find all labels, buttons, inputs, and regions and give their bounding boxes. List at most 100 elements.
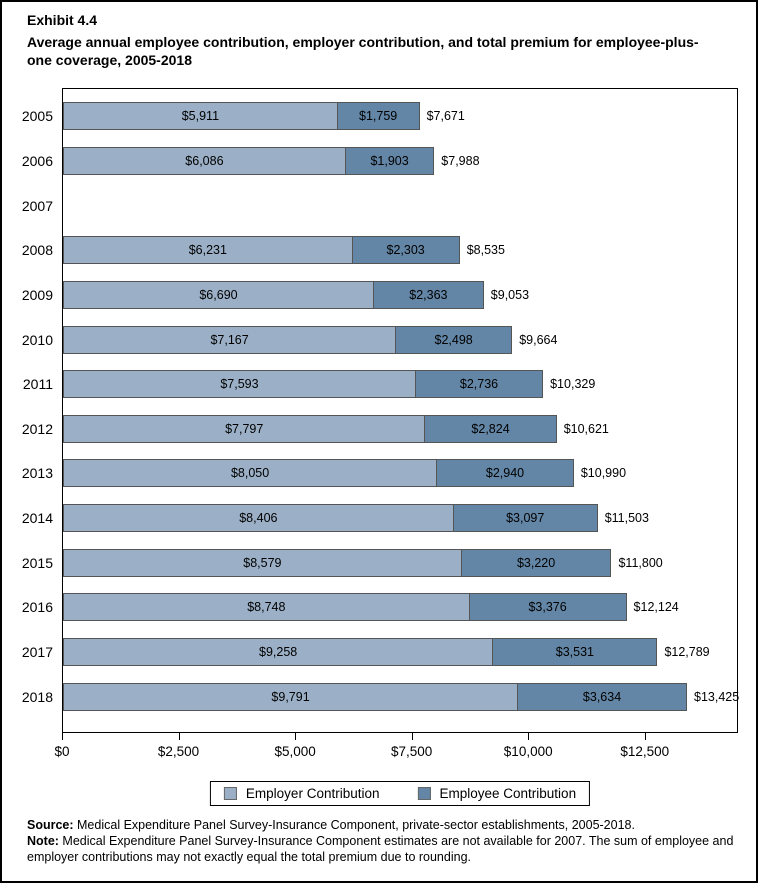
employee-value-label: $2,940 [485,466,525,481]
employer-value-label: $6,086 [185,153,224,168]
legend-swatch-employer [223,787,237,800]
stacked-bar: $6,231 $2,303 [63,236,460,265]
year-label: 2012 [21,420,53,437]
employer-segment: $6,231 [63,236,353,265]
employee-segment: $2,498 [396,325,513,354]
bar-row: 2005 $5,911 $1,759 $7,671 [22,94,737,139]
legend-label-employer: Employer Contribution [245,786,380,801]
exhibit-label: Exhibit 4.4 [27,12,98,28]
employer-value-label: $9,258 [259,645,298,659]
employee-segment: $2,940 [437,459,574,488]
employer-value-label: $8,579 [243,555,282,570]
bar-row: 2014 $8,406 $3,097 $11,503 [22,496,737,541]
employee-value-label: $2,736 [459,377,499,392]
plot-area: 2005 $5,911 $1,759 $7,671 2006 $6,086 $1,903 $7… [22,88,739,733]
year-label: 2017 [21,644,53,660]
employer-segment: $8,050 [63,459,438,488]
stacked-bar: $7,593 $2,736 [63,370,544,399]
chart-title: Average annual employee contribution, em… [27,34,699,68]
bar-row: 2018 $9,791 $3,634 $13,425 [22,674,739,719]
total-premium-label: $9,664 [519,332,558,347]
footer-notes: Source: Medical Expenditure Panel Survey… [27,818,737,865]
total-premium-label: $7,988 [441,153,480,168]
employee-segment: $2,824 [425,414,557,443]
x-axis: $0 $2,500 $5,000 $7,500 $10,000 $12,500 [54,733,738,775]
employer-value-label: $9,791 [271,689,310,704]
employee-value-label: $1,759 [359,109,398,124]
employer-segment: $8,579 [63,548,462,577]
legend-entry-employee: Employee Contribution [417,786,577,801]
year-label: 2007 [21,197,53,214]
year-label: 2005 [21,108,53,125]
employee-value-label: $1,903 [370,153,409,168]
legend-label-employee: Employee Contribution [439,786,577,801]
year-label: 2015 [21,554,53,571]
stacked-bar: $9,791 $3,634 [63,682,687,711]
legend-box: Employer Contribution Employee Contributi… [209,781,591,806]
bar-row: 2015 $8,579 $3,220 $11,800 [22,540,737,585]
year-label: 2018 [21,688,53,705]
title-block: Exhibit 4.4 Average annual employee cont… [27,11,703,69]
bar-row: 2017 $9,258 $3,531 $12,789 [22,630,737,675]
legend-swatch-employee [417,787,431,800]
bar-row: 2006 $6,086 $1,903 $7,988 [22,139,737,184]
x-tick-label: $2,500 [157,744,200,759]
stacked-bar: $9,258 $3,531 [63,638,658,666]
employer-value-label: $8,050 [230,466,270,481]
note-prefix: Note: [27,833,59,848]
year-label: 2008 [21,242,53,259]
source-prefix: Source: [27,818,74,832]
employer-segment: $9,791 [63,682,519,711]
employee-value-label: $2,824 [471,421,510,436]
employer-value-label: $7,593 [220,377,259,392]
x-tick [644,733,646,740]
employer-segment: $7,167 [63,325,397,354]
stacked-bar: $8,406 $3,097 [63,504,598,533]
employee-value-label: $3,097 [506,511,545,526]
employee-value-label: $2,498 [434,332,473,347]
total-premium-label: $8,535 [466,243,505,258]
plot-rows: 2005 $5,911 $1,759 $7,671 2006 $6,086 $1,903 $7… [22,94,739,719]
employee-segment: $2,736 [415,370,544,399]
employee-value-label: $3,531 [555,645,594,659]
year-label: 2010 [21,331,53,348]
year-label: 2014 [21,510,53,527]
x-tick-label: $12,500 [620,744,670,759]
employee-segment: $3,220 [461,548,612,577]
total-premium-label: $12,124 [633,600,679,615]
total-premium-label: $12,789 [664,645,710,659]
x-tick-label: $5,000 [274,744,316,759]
bar-row: 2008 $6,231 $2,303 $8,535 [22,228,737,273]
source-note: Source: Medical Expenditure Panel Survey… [27,818,737,834]
bar-row: 2016 $8,748 $3,376 $12,124 [22,585,737,630]
x-tick-label: $0 [54,744,70,759]
employer-segment: $6,086 [63,146,346,175]
stacked-bar: $6,690 $2,363 [63,280,484,309]
total-premium-label: $10,990 [580,466,627,481]
year-label: 2009 [21,286,53,303]
total-premium-label: $7,671 [426,109,465,124]
x-tick [178,733,180,740]
employer-value-label: $6,690 [199,287,238,302]
total-premium-label: $10,329 [550,377,596,392]
employer-value-label: $6,231 [188,243,227,258]
employee-segment: $3,531 [493,638,658,666]
employee-segment: $2,363 [373,280,484,309]
stacked-bar: $7,797 $2,824 [63,414,557,443]
employee-value-label: $3,634 [582,689,622,704]
employer-segment: $8,748 [63,593,470,622]
employer-value-label: $7,167 [210,332,249,347]
employer-segment: $7,797 [63,414,426,443]
x-tick [295,733,297,740]
note-text: Medical Expenditure Panel Survey-Insuran… [27,833,734,864]
year-label: 2011 [22,376,53,393]
employee-value-label: $2,303 [386,243,425,258]
employer-segment: $7,593 [63,370,416,399]
stacked-bar: $8,579 $3,220 [63,548,612,577]
year-label: 2016 [21,599,53,616]
x-tick [528,733,530,740]
employee-segment: $1,759 [337,102,420,131]
x-tick-label: $10,000 [503,744,553,759]
stacked-bar: $8,748 $3,376 [63,593,627,622]
